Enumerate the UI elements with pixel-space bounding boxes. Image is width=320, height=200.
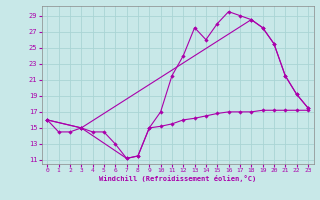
X-axis label: Windchill (Refroidissement éolien,°C): Windchill (Refroidissement éolien,°C)	[99, 175, 256, 182]
